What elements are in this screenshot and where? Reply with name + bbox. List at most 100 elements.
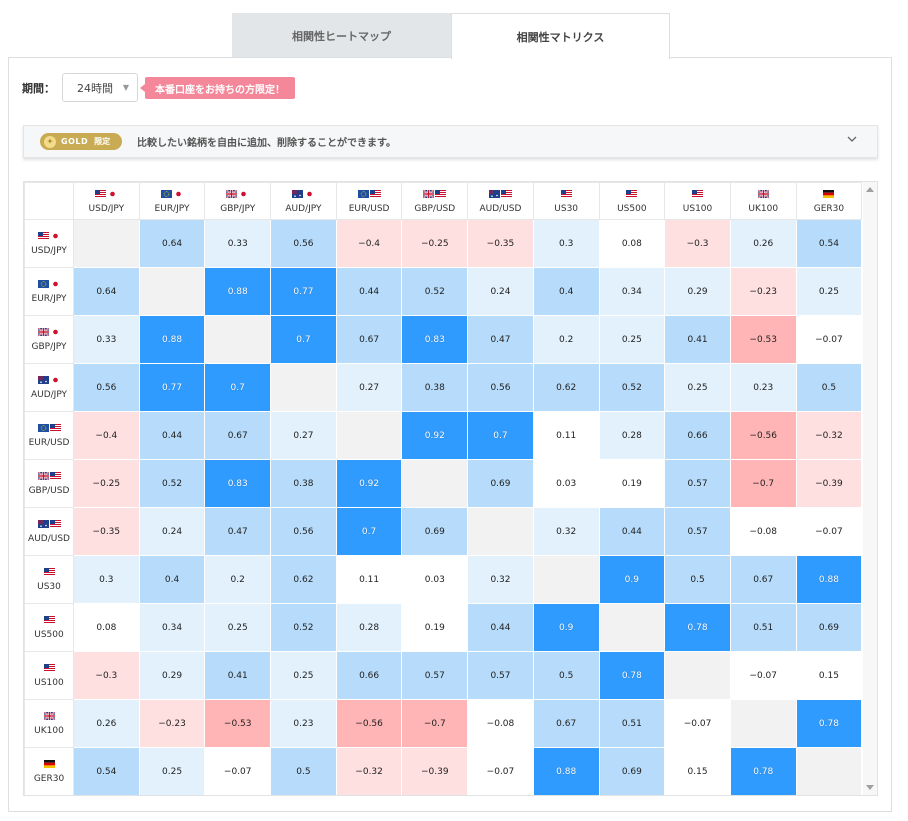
- matrix-cell: 0.24: [467, 267, 534, 316]
- matrix-diagonal-cell: [401, 459, 469, 508]
- matrix-cell: −0.3: [664, 219, 731, 268]
- matrix-cell: 0.08: [73, 603, 140, 652]
- matrix-cell: 0.27: [335, 363, 403, 412]
- row-header-label: GBP/USD: [28, 485, 70, 496]
- matrix-row: GBP/USD −0.25 0.52 0.83 0.38 0.92 0.69 0.03 0.19…: [24, 459, 863, 508]
- flag-au-icon: [37, 375, 49, 385]
- flag-us-icon: [43, 615, 55, 625]
- row-11-flags: [25, 759, 73, 770]
- row-0-flags: [25, 231, 73, 242]
- column-header-us100: US100: [664, 182, 731, 220]
- matrix-row: GER30 0.54 0.25 −0.07 0.5 −0.32 −0.39 −0.07 0.88…: [24, 747, 863, 795]
- matrix-cell: −0.56: [335, 699, 403, 748]
- matrix-diagonal-cell: [73, 219, 140, 268]
- matrix-cell: −0.08: [729, 507, 797, 556]
- matrix-cell: −0.08: [467, 699, 534, 748]
- tab-heatmap[interactable]: 相関性ヒートマップ: [232, 13, 451, 58]
- matrix-cell: 0.44: [335, 267, 403, 316]
- flag-jp-icon: [106, 190, 118, 200]
- row-header-label: US500: [34, 629, 64, 640]
- column-header-uk100: UK100: [729, 182, 797, 220]
- matrix-cell: 0.03: [532, 459, 600, 508]
- column-header-label: AUD/JPY: [285, 204, 322, 214]
- flag-de-icon: [43, 759, 55, 769]
- row-7-flags: [25, 567, 73, 578]
- column-header-eur-usd: EUR/USD: [335, 182, 403, 220]
- matrix-cell: 0.52: [138, 459, 206, 508]
- flag-us-icon: [43, 663, 55, 673]
- matrix-scrollbar[interactable]: [863, 182, 877, 795]
- matrix-cell: −0.35: [73, 507, 140, 556]
- matrix-cell: −0.25: [73, 459, 140, 508]
- col-11-flags: [797, 189, 862, 200]
- matrix-cell: 0.51: [598, 699, 666, 748]
- chevron-down-icon[interactable]: [847, 134, 857, 144]
- matrix-cell: −0.53: [729, 315, 797, 364]
- matrix-corner: [24, 182, 74, 220]
- row-3-flags: [25, 375, 73, 386]
- row-header-gbp-usd: GBP/USD: [24, 459, 74, 508]
- matrix-cell: −0.07: [795, 315, 863, 364]
- matrix-cell: 0.78: [598, 651, 666, 700]
- matrix-cell: 0.56: [467, 363, 534, 412]
- matrix-cell: 0.62: [270, 555, 337, 604]
- matrix-diagonal-cell: [204, 315, 272, 364]
- matrix-cell: 0.9: [598, 555, 666, 604]
- flag-eu-icon: [37, 423, 49, 433]
- matrix-cell: 0.5: [795, 363, 863, 412]
- matrix-cell: 0.11: [335, 555, 403, 604]
- gold-feature-bar[interactable]: ✦ GOLD 限定 比較したい銘柄を自由に追加、削除することができます。: [23, 125, 878, 158]
- matrix-cell: 0.7: [270, 315, 337, 364]
- scroll-up-icon[interactable]: [866, 187, 874, 192]
- matrix-cell: 0.51: [729, 603, 797, 652]
- column-header-aud-jpy: AUD/JPY: [270, 182, 337, 220]
- scroll-down-icon[interactable]: [866, 785, 874, 790]
- matrix-cell: 0.69: [467, 459, 534, 508]
- row-8-flags: [25, 615, 73, 626]
- matrix-cell: 0.64: [73, 267, 140, 316]
- matrix-cell: 0.62: [532, 363, 600, 412]
- column-header-us30: US30: [532, 182, 600, 220]
- matrix-cell: 0.25: [138, 747, 206, 795]
- flag-us-icon: [369, 190, 381, 200]
- matrix-row: GBP/JPY 0.33 0.88 0.7 0.67 0.83 0.47 0.2 0.25 0.4…: [24, 315, 863, 364]
- col-4-flags: [337, 189, 402, 200]
- matrix-cell: 0.33: [73, 315, 140, 364]
- flag-us-icon: [435, 190, 447, 200]
- matrix-cell: 0.88: [532, 747, 600, 795]
- matrix-cell: 0.29: [138, 651, 206, 700]
- flag-eu-icon: [37, 279, 49, 289]
- matrix-table: USD/JPY EUR/JPY GBP/JPY AUD/JPY EUR/USD GBP/U…: [24, 182, 863, 795]
- column-header-label: GER30: [813, 204, 845, 214]
- matrix-cell: 0.69: [401, 507, 469, 556]
- matrix-cell: 0.5: [664, 555, 731, 604]
- matrix-cell: 0.19: [598, 459, 666, 508]
- matrix-cell: −0.07: [664, 699, 731, 748]
- col-9-flags: [665, 189, 730, 200]
- flag-jp-icon: [49, 375, 61, 385]
- matrix-cell: 0.7: [335, 507, 403, 556]
- row-header-us100: US100: [24, 651, 74, 700]
- column-header-label: GBP/JPY: [220, 204, 256, 214]
- flag-us-icon: [49, 519, 61, 529]
- flag-us-icon: [49, 471, 61, 481]
- row-header-label: AUD/USD: [28, 533, 70, 544]
- matrix-cell: 0.92: [401, 411, 469, 460]
- row-header-label: US100: [34, 677, 64, 688]
- column-header-ger30: GER30: [795, 182, 863, 220]
- flag-eu-icon: [357, 190, 369, 200]
- matrix-cell: 0.56: [270, 219, 337, 268]
- matrix-cell: 0.69: [598, 747, 666, 795]
- matrix-cell: 0.66: [335, 651, 403, 700]
- period-select[interactable]: 24時間 ▼: [62, 73, 138, 102]
- matrix-cell: 0.38: [401, 363, 469, 412]
- column-header-label: AUD/USD: [479, 204, 522, 214]
- matrix-cell: 0.25: [204, 603, 272, 652]
- flag-jp-icon: [303, 190, 315, 200]
- matrix-cell: 0.83: [401, 315, 469, 364]
- matrix-row: UK100 0.26 −0.23 −0.53 0.23 −0.56 −0.7 −0.08 0.6…: [24, 699, 863, 748]
- matrix-cell: 0.28: [598, 411, 666, 460]
- row-6-flags: [25, 519, 73, 530]
- matrix-cell: 0.44: [467, 603, 534, 652]
- tab-matrix[interactable]: 相関性マトリクス: [451, 13, 670, 59]
